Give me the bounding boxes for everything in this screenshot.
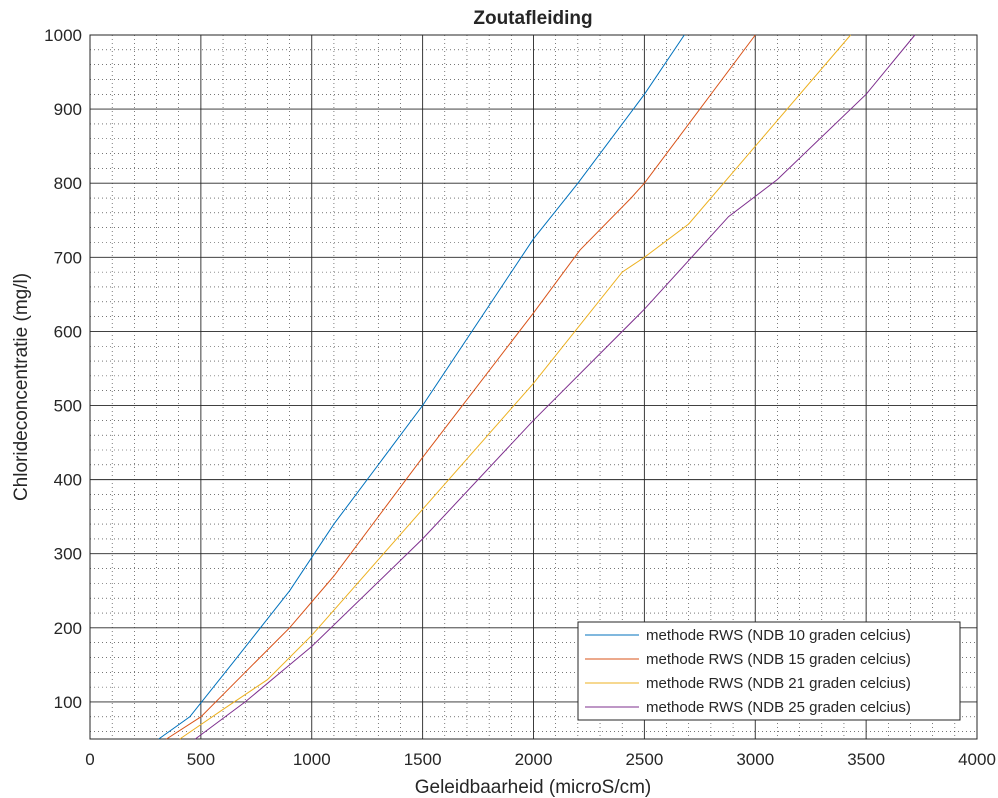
x-tick-label: 3500 [847,750,885,769]
legend-entry: methode RWS (NDB 25 graden celcius) [585,699,911,716]
legend-label: methode RWS (NDB 10 graden celcius) [646,627,911,644]
x-tick-label: 2500 [625,750,663,769]
legend-label: methode RWS (NDB 15 graden celcius) [646,651,911,668]
legend-box [577,621,961,721]
x-tick-label: 1000 [293,750,331,769]
chart-title: Zoutafleiding [473,8,592,29]
y-tick-label: 500 [54,397,82,416]
series-layer [158,34,916,740]
y-tick-label: 1000 [44,26,82,45]
legend-entry: methode RWS (NDB 21 graden celcius) [585,675,911,692]
x-tick-label: 2000 [515,750,553,769]
x-tick-label: 4000 [958,750,996,769]
series-line [195,34,916,740]
legend-label: methode RWS (NDB 25 graden celcius) [646,699,911,716]
x-tick-label: 1500 [404,750,442,769]
series-line [179,34,851,740]
series-line [158,34,685,740]
legend-entry: methode RWS (NDB 10 graden celcius) [585,627,911,644]
x-tick-label: 0 [85,750,94,769]
y-tick-label: 400 [54,471,82,490]
y-tick-label: 900 [54,100,82,119]
x-axis-label: Geleidbaarheid (microS/cm) [415,777,652,798]
tick-labels: 0 500 1000 1500 2000 2500 3000 3500 4000 100 200 30… [44,26,996,769]
x-tick-label: 3000 [736,750,774,769]
y-tick-label: 700 [54,248,82,267]
legend: methode RWS (NDB 10 graden celcius) meth… [577,621,961,721]
y-tick-label: 600 [54,322,82,341]
y-tick-label: 200 [54,619,82,638]
plot-area-border [89,34,978,740]
y-axis-label: Chlorideconcentratie (mg/l) [11,273,32,501]
x-tick-label: 500 [187,750,215,769]
y-tick-label: 800 [54,174,82,193]
y-tick-label: 300 [54,545,82,564]
y-tick-label: 100 [54,693,82,712]
legend-label: methode RWS (NDB 21 graden celcius) [646,675,911,692]
legend-entry: methode RWS (NDB 15 graden celcius) [585,651,911,668]
series-line [166,34,756,740]
